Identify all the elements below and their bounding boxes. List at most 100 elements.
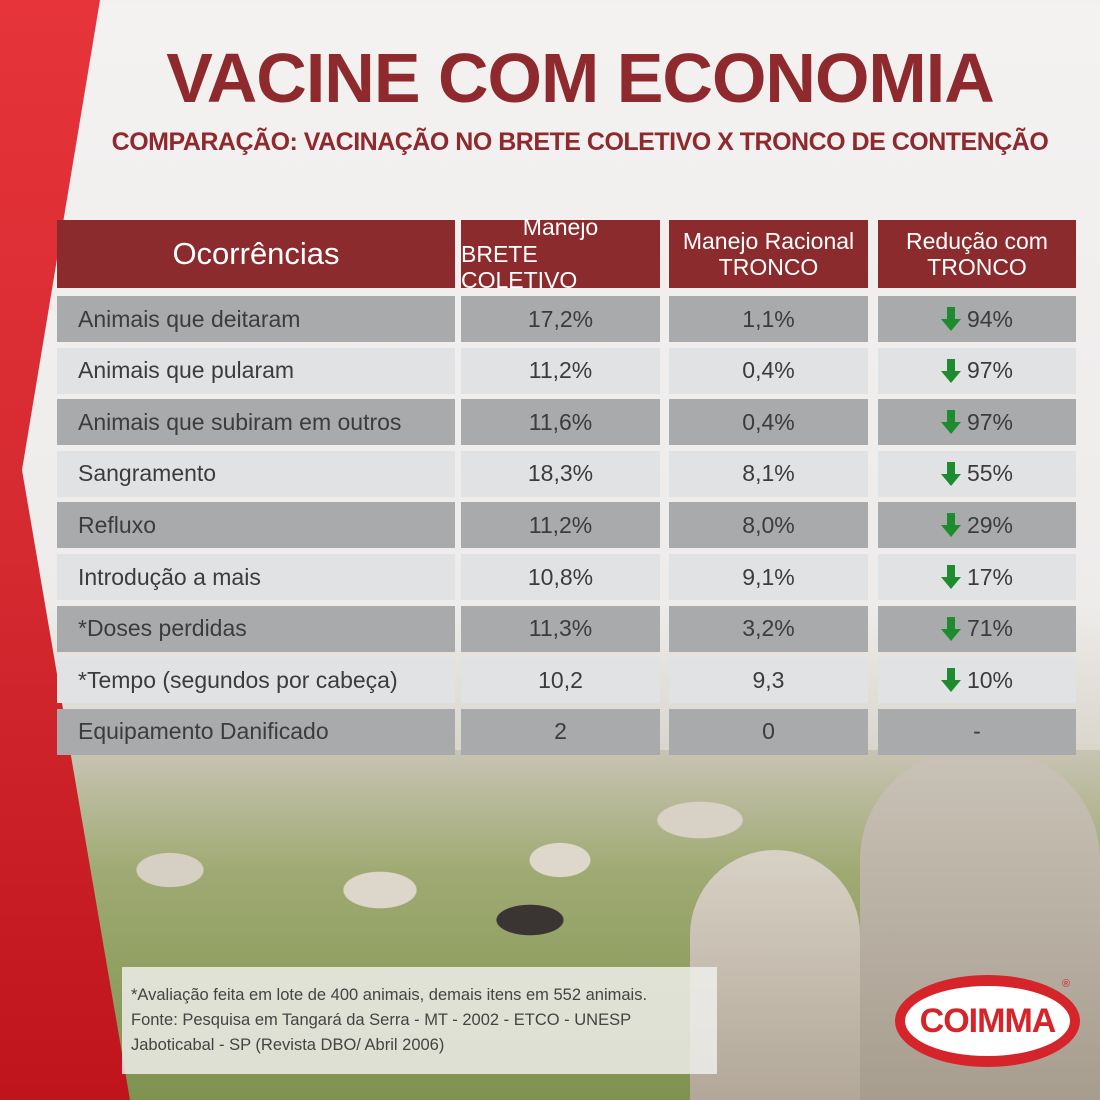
cell-text: 29% <box>966 511 1014 538</box>
column-header: Manejo Racional TRONCO <box>669 220 868 288</box>
table-cell: 0,4% <box>669 399 868 446</box>
table-cell: 97% <box>878 399 1076 446</box>
cell-text: Equipamento Danificado <box>78 718 329 745</box>
cell-text: 8,0% <box>742 511 795 538</box>
column-header: Manejo BRETE COLETIVO <box>461 214 660 293</box>
cell-text: Animais que deitaram <box>78 305 301 332</box>
cell-text: 0,4% <box>742 408 795 435</box>
row-label: Equipamento Danificado <box>57 708 455 755</box>
table-cell: 11,2% <box>461 502 660 549</box>
cell-text: 97% <box>966 357 1014 384</box>
column-header-text: Manejo Racional <box>682 227 855 254</box>
row-label: *Tempo (segundos por cabeça) <box>57 657 455 704</box>
table-cell: 17% <box>878 554 1076 600</box>
column-header: Redução com TRONCO <box>878 220 1076 288</box>
cell-text: Refluxo <box>78 511 156 538</box>
cell-text: 10,8% <box>527 563 594 590</box>
table-cell: 11,2% <box>461 347 660 394</box>
table-cell: 71% <box>878 605 1076 652</box>
cell-text: Animais que pularam <box>78 357 295 384</box>
cell-text: 10% <box>966 666 1014 693</box>
table-cell: 8,1% <box>669 450 868 497</box>
cell-text: 97% <box>966 408 1014 435</box>
down-arrow-icon <box>940 307 961 331</box>
coimma-logo: COIMMA <box>895 975 1080 1067</box>
table-cell: 8,0% <box>669 502 868 549</box>
cell-text: 11,2% <box>528 357 593 384</box>
registered-mark: ® <box>1062 978 1071 990</box>
table-cell: 9,3 <box>669 657 868 704</box>
table-cell: 3,2% <box>669 605 868 652</box>
table-cell: 97% <box>878 347 1076 394</box>
row-label: Introdução a mais <box>57 554 455 600</box>
cell-text: 11,2% <box>528 511 593 538</box>
table-cell: 55% <box>878 450 1076 497</box>
row-label: Refluxo <box>57 502 455 549</box>
cell-text: 0 <box>762 718 775 745</box>
cell-text: 11,6% <box>528 408 593 435</box>
cell-text: 3,2% <box>742 615 795 642</box>
footnote-line: Fonte: Pesquisa em Tangará da Serra - MT… <box>131 1010 632 1029</box>
table-cell: 10,2 <box>461 657 660 704</box>
table-cell: 29% <box>878 502 1076 549</box>
row-label: *Doses perdidas <box>57 605 455 652</box>
cell-text: - <box>973 718 981 745</box>
page-title: VACINE COM ECONOMIA <box>166 39 995 117</box>
table-cell: 18,3% <box>461 450 660 497</box>
cell-text: 17,2% <box>527 305 594 332</box>
down-arrow-icon <box>940 513 961 538</box>
cell-text: 2 <box>554 718 567 745</box>
cell-text: Animais que subiram em outros <box>78 408 402 435</box>
table-cell: 0,4% <box>669 347 868 394</box>
cell-text: 0,4% <box>742 357 795 384</box>
table-cell: 17,2% <box>461 296 660 342</box>
column-header-text: Ocorrências <box>172 236 340 272</box>
row-label: Animais que deitaram <box>57 296 455 342</box>
down-arrow-icon <box>940 410 961 435</box>
table-cell: 10% <box>878 657 1076 704</box>
column-header-text: Manejo <box>522 214 599 241</box>
table-cell: 0 <box>669 708 868 755</box>
footnote: *Avaliação feita em lote de 400 animais,… <box>122 967 717 1074</box>
cell-text: *Tempo (segundos por cabeça) <box>78 666 398 693</box>
cell-text: 94% <box>966 305 1014 332</box>
cell-text: 8,1% <box>742 460 795 487</box>
cell-text: 1,1% <box>742 305 795 332</box>
column-header-text: Redução com <box>906 227 1048 254</box>
cell-text: 11,3% <box>528 615 593 642</box>
table-cell: 9,1% <box>669 554 868 600</box>
table-cell: 2 <box>461 708 660 755</box>
cell-text: 10,2 <box>538 666 583 693</box>
footnote-line: Jaboticabal - SP (Revista DBO/ Abril 200… <box>131 1035 445 1054</box>
cow-image <box>690 850 860 1100</box>
table-cell: - <box>878 708 1076 755</box>
column-header: Ocorrências <box>57 220 455 288</box>
table-cell: 11,6% <box>461 399 660 446</box>
down-arrow-icon <box>940 668 961 693</box>
cell-text: 9,3 <box>752 666 785 693</box>
down-arrow-icon <box>940 565 961 589</box>
cell-text: 17% <box>966 563 1014 590</box>
cell-text: 18,3% <box>527 460 594 487</box>
column-header-text: TRONCO <box>927 254 1027 280</box>
table-cell: 1,1% <box>669 296 868 342</box>
column-header-text: TRONCO <box>718 254 819 280</box>
row-label: Animais que subiram em outros <box>57 399 455 446</box>
table-cell: 11,3% <box>461 605 660 652</box>
page-subtitle: COMPARAÇÃO: VACINAÇÃO NO BRETE COLETIVO … <box>111 128 1049 156</box>
row-label: Sangramento <box>57 450 455 497</box>
footnote-line: *Avaliação feita em lote de 400 animais,… <box>131 986 648 1004</box>
down-arrow-icon <box>940 461 961 486</box>
cell-text: *Doses perdidas <box>78 615 247 642</box>
down-arrow-icon <box>940 358 961 383</box>
cell-text: 71% <box>966 615 1014 642</box>
cell-text: Introdução a mais <box>78 563 261 590</box>
row-label: Animais que pularam <box>57 347 455 394</box>
cell-text: Sangramento <box>78 460 217 487</box>
cell-text: 55% <box>966 460 1014 487</box>
column-header-text: BRETE COLETIVO <box>461 240 578 294</box>
down-arrow-icon <box>940 616 961 641</box>
table-cell: 10,8% <box>461 554 660 600</box>
cell-text: 9,1% <box>742 563 795 590</box>
table-cell: 94% <box>878 296 1076 342</box>
